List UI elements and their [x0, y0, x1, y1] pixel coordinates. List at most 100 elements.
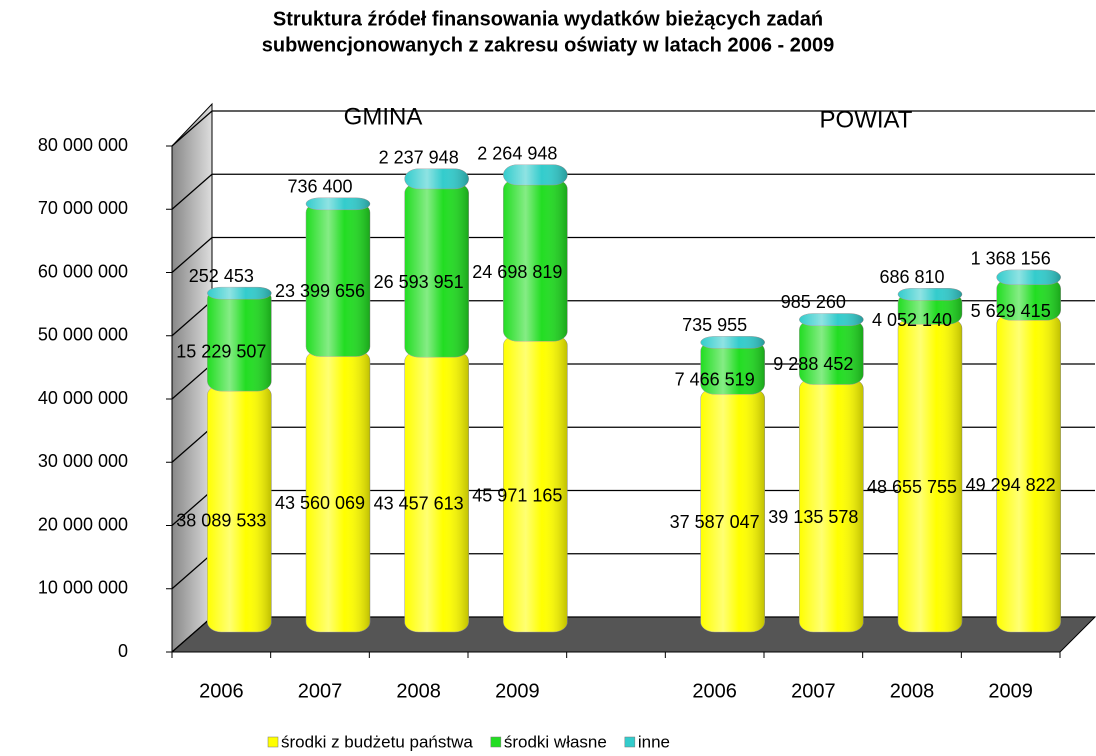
data-label: 4 052 140 — [872, 310, 952, 330]
x-tick-label: 2006 — [692, 680, 737, 702]
bar-segment — [700, 336, 765, 349]
data-label: 686 810 — [879, 267, 944, 287]
bar-segment — [404, 350, 469, 633]
bar-shine — [898, 292, 962, 325]
bar-shine — [503, 335, 568, 632]
grid-line — [171, 173, 1095, 210]
y-tick-label: 30 000 000 — [38, 451, 128, 471]
y-tick-label: 80 000 000 — [38, 135, 128, 155]
bar-shine — [700, 388, 765, 632]
bar-shine — [799, 319, 864, 385]
bar-shine — [207, 287, 272, 300]
data-label: 1 368 156 — [971, 249, 1051, 269]
bar-shine — [799, 313, 864, 326]
grid-line — [171, 110, 1095, 147]
bar-shine — [700, 341, 765, 395]
legend-swatch — [267, 736, 279, 748]
bar-segment — [897, 288, 963, 301]
x-tick-label: 2007 — [298, 680, 343, 702]
y-tick-label: 10 000 000 — [38, 578, 128, 598]
y-tick-label: 60 000 000 — [38, 261, 128, 281]
data-label: 15 229 507 — [176, 342, 266, 362]
data-label: 2 237 948 — [379, 148, 459, 168]
bar-segment — [996, 278, 1061, 321]
bar-shine — [700, 336, 765, 349]
bar-shine — [207, 288, 272, 392]
grid-line — [171, 236, 1095, 273]
y-tick-label: 70 000 000 — [38, 198, 128, 218]
data-label: 2 264 948 — [477, 143, 557, 163]
bar-segment — [305, 350, 371, 633]
bar-segment — [503, 334, 568, 633]
data-label: 252 453 — [189, 266, 254, 286]
chart-title: Struktura źródeł finansowania wydatków b… — [273, 8, 823, 30]
bar-segment — [404, 168, 469, 190]
x-tick-label: 2007 — [791, 680, 836, 702]
bar-segment — [207, 286, 272, 300]
legend-swatch — [624, 736, 636, 748]
bar-segment — [897, 318, 963, 633]
bar-segment — [404, 182, 469, 358]
data-label: 7 466 519 — [675, 369, 755, 389]
legend-label: środki z budżetu państwa — [281, 732, 473, 751]
group-label: GMINA — [344, 103, 423, 130]
bar-shine — [503, 179, 568, 342]
bar-segment — [207, 288, 272, 392]
bar-shine — [996, 278, 1061, 321]
data-label: 37 587 047 — [670, 512, 760, 532]
data-label: 43 457 613 — [374, 493, 464, 513]
legend-swatch — [490, 736, 502, 748]
data-label: 45 971 165 — [472, 485, 562, 505]
bar-shine — [404, 168, 469, 189]
data-label: 48 655 755 — [867, 477, 957, 497]
bar-shine — [898, 288, 962, 301]
x-tick-label: 2006 — [199, 680, 244, 702]
bar-segment — [996, 313, 1061, 633]
bar-shine — [898, 318, 962, 632]
data-label: 49 294 822 — [966, 475, 1056, 495]
bar-shine — [404, 351, 469, 632]
x-tick-label: 2009 — [495, 680, 540, 702]
bar-segment — [207, 384, 272, 633]
y-tick-label: 0 — [118, 641, 128, 661]
bar-shine — [996, 269, 1061, 285]
x-tick-label: 2008 — [396, 680, 441, 702]
x-tick-label: 2008 — [890, 680, 935, 702]
bar-shine — [306, 197, 370, 210]
y-tick-label: 50 000 000 — [38, 325, 128, 345]
data-label: 26 593 951 — [374, 272, 464, 292]
chart-title: subwencjonowanych z zakresu oświaty w la… — [262, 34, 834, 56]
bar-shine — [404, 182, 469, 358]
data-label: 23 399 656 — [275, 281, 365, 301]
bar-shine — [799, 378, 864, 632]
data-label: 9 288 452 — [773, 354, 853, 374]
side-wall — [171, 102, 213, 654]
legend-label: inne — [638, 732, 670, 751]
data-label: 736 400 — [287, 177, 352, 197]
bar-segment — [799, 319, 864, 385]
y-tick-label: 40 000 000 — [38, 388, 128, 408]
bar-segment — [305, 197, 371, 211]
bar-segment — [305, 202, 371, 357]
bar-segment — [700, 388, 765, 633]
x-tick-label: 2009 — [988, 680, 1033, 702]
data-label: 735 955 — [682, 315, 747, 335]
bar-shine — [306, 202, 370, 357]
bar-segment — [996, 269, 1061, 285]
data-label: 985 260 — [781, 292, 846, 312]
legend-label: środki własne — [504, 732, 607, 751]
data-label: 39 135 578 — [768, 507, 858, 527]
bar-segment — [700, 340, 765, 395]
bar-segment — [897, 292, 963, 325]
bar-shine — [207, 385, 272, 632]
bar-shine — [503, 164, 568, 186]
bar-segment — [799, 378, 864, 633]
data-label: 38 089 533 — [176, 510, 266, 530]
y-tick-label: 20 000 000 — [38, 514, 128, 534]
bar-shine — [996, 314, 1061, 632]
data-label: 24 698 819 — [472, 262, 562, 282]
data-label: 5 629 415 — [971, 301, 1051, 321]
bar-segment — [503, 164, 568, 186]
data-label: 43 560 069 — [275, 493, 365, 513]
